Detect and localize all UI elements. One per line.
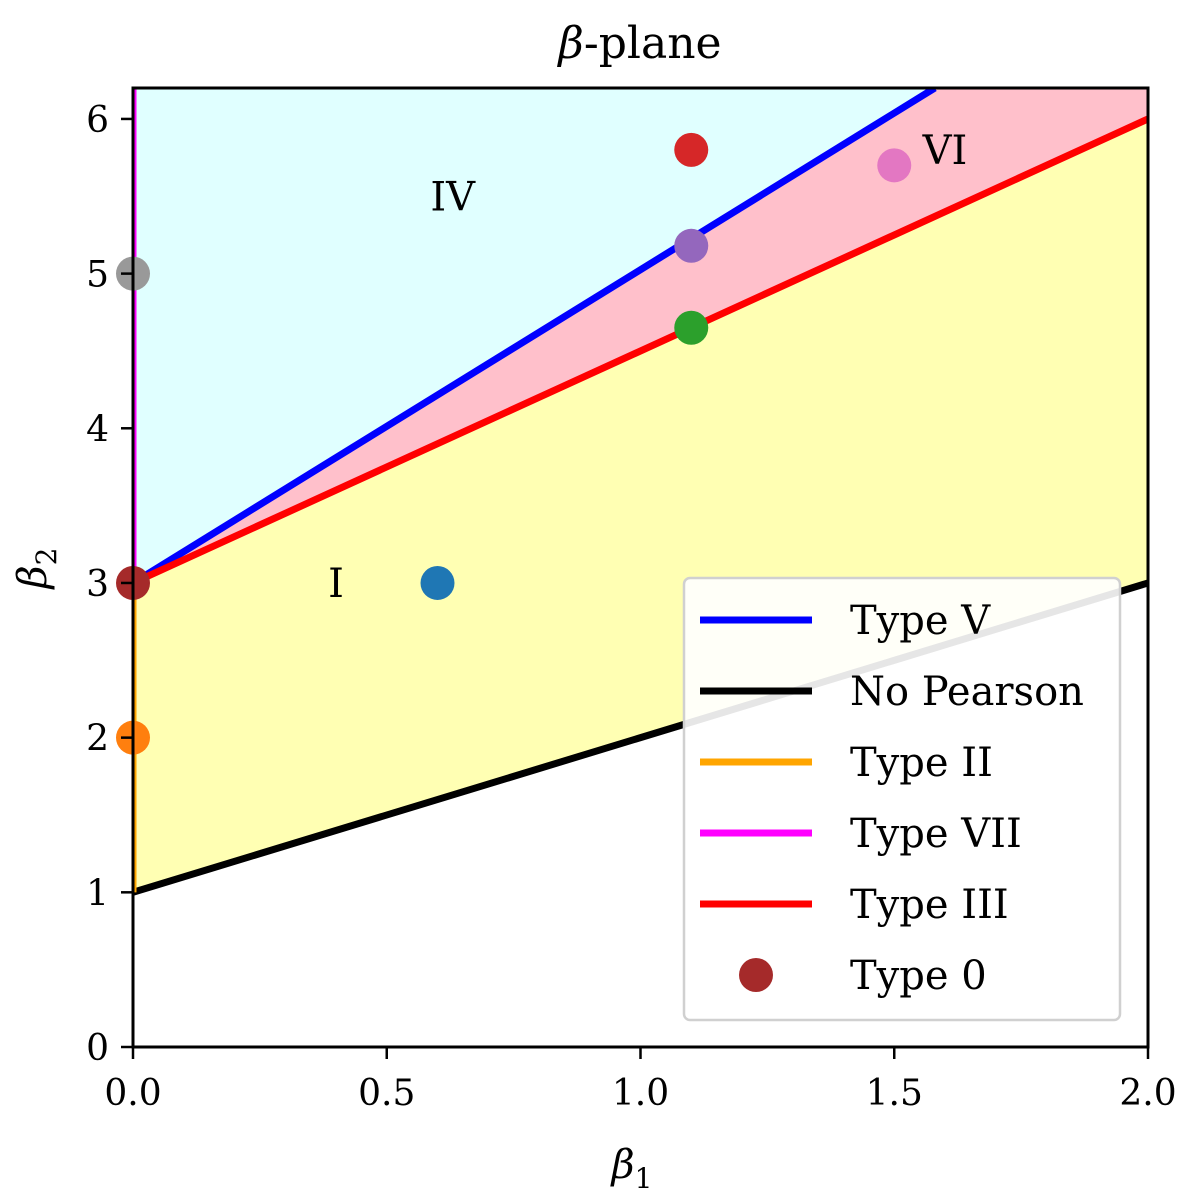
region-label-iv: IV [430,174,476,220]
y-tick-label: 1 [86,873,109,914]
x-axis-label-subscript: 1 [635,1162,653,1195]
legend-label-type_vii: Type VII [850,811,1022,857]
legend-label-type_v: Type V [850,598,991,644]
x-axis-label: β1 [610,1142,653,1195]
y-tick-label: 6 [86,100,109,141]
legend-label-type_iii: Type III [850,882,1009,928]
x-tick-label: 2.0 [1119,1073,1176,1114]
scatter-point-red [674,132,709,167]
scatter-point-blue [420,565,455,600]
y-axis-label-symbol: β [10,565,56,590]
scatter-point-pink [877,148,912,183]
chart-title: β-plane [556,18,721,69]
annotation-layer: IV VI I [328,128,967,607]
y-axis-label: β2 [10,548,63,591]
scatter-point-green [674,310,709,345]
x-tick-label: 0.0 [104,1073,161,1114]
scatter-point-purple [674,228,709,263]
region-i [133,118,1148,893]
legend-label-type0: Type 0 [850,953,987,999]
series-line-type_iii [133,115,1148,587]
region-label-i: I [328,561,344,607]
y-tick-label: 0 [86,1028,109,1069]
region-vi [133,88,1148,583]
x-tick-label: 1.0 [612,1073,669,1114]
x-axis-label-symbol: β [610,1142,635,1188]
y-tick-label: 5 [86,255,109,296]
title-symbol: β [556,18,583,69]
region-label-vi: VI [922,128,968,174]
title-suffix: -plane [584,18,722,69]
legend-swatch-type0 [739,958,773,992]
legend: Type V No Pearson Type II Type VII Type III T… [682,576,1122,1022]
x-tick-label: 1.5 [866,1073,923,1114]
legend-label-no_pearson: No Pearson [850,669,1084,715]
y-axis-label-subscript: 2 [30,548,63,566]
x-axis: 0.0 0.5 1.0 1.5 2.0 [104,1047,1177,1114]
y-tick-label: 3 [86,564,109,605]
legend-label-type_ii: Type II [850,740,993,786]
y-tick-label: 4 [86,409,109,450]
y-tick-label: 2 [86,719,109,760]
y-axis: 0 1 2 3 4 5 6 [86,100,133,1069]
x-tick-label: 0.5 [358,1073,415,1114]
series-line-type_v [133,88,937,586]
